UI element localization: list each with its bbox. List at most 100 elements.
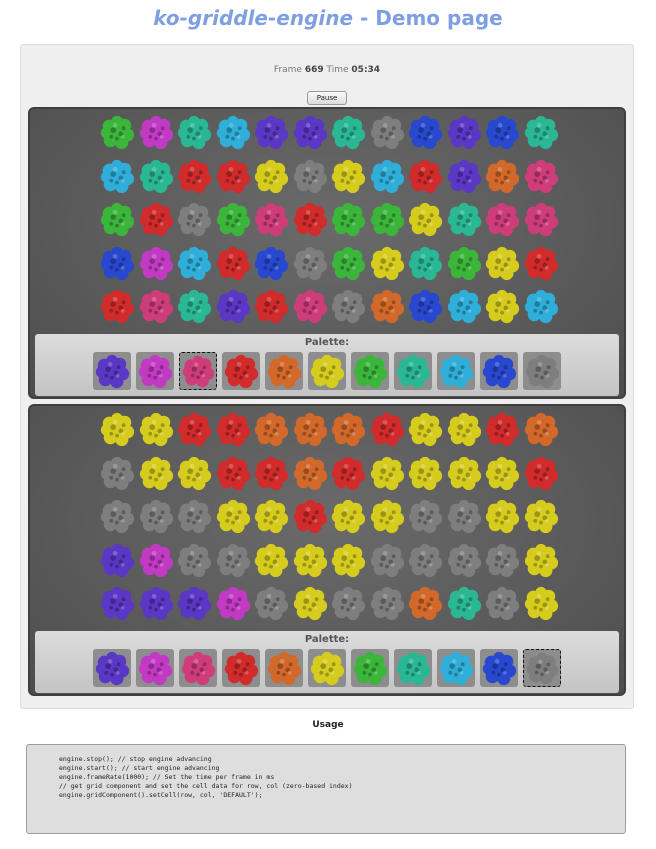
grid-cell-gray[interactable]	[98, 497, 136, 535]
grid-cell-gray[interactable]	[483, 584, 521, 622]
grid-cell-yellow[interactable]	[291, 584, 329, 622]
grid-cell-pink[interactable]	[252, 200, 290, 238]
grid-cell-purple[interactable]	[252, 113, 290, 151]
grid-cell-yellow[interactable]	[445, 454, 483, 492]
grid-cell-teal[interactable]	[175, 113, 213, 151]
palette-swatch-yellow[interactable]	[308, 649, 346, 687]
grid-cell-orange[interactable]	[522, 410, 560, 448]
grid-cell-red[interactable]	[214, 454, 252, 492]
grid-cell-green[interactable]	[368, 200, 406, 238]
grid-cell-teal[interactable]	[137, 157, 175, 195]
grid-cell-gray[interactable]	[291, 157, 329, 195]
palette-swatch-gray[interactable]	[523, 649, 561, 687]
grid-cell-gray[interactable]	[252, 584, 290, 622]
grid-cell-teal[interactable]	[329, 113, 367, 151]
pause-button[interactable]: Pause	[307, 91, 347, 105]
grid-cell-orange[interactable]	[406, 584, 444, 622]
grid-cell-yellow[interactable]	[175, 454, 213, 492]
grid-cell-purple[interactable]	[137, 584, 175, 622]
grid-cell-red[interactable]	[214, 410, 252, 448]
grid-cell-yellow[interactable]	[329, 497, 367, 535]
grid-cell-green[interactable]	[445, 244, 483, 282]
palette-swatch-magenta[interactable]	[136, 649, 174, 687]
grid-cell-cyan[interactable]	[175, 244, 213, 282]
grid-cell-red[interactable]	[368, 410, 406, 448]
grid-cell-yellow[interactable]	[483, 287, 521, 325]
grid-cell-red[interactable]	[291, 200, 329, 238]
grid-cell-yellow[interactable]	[483, 244, 521, 282]
grid-cell-gray[interactable]	[175, 200, 213, 238]
grid-cell-blue[interactable]	[406, 287, 444, 325]
grid-cell-teal[interactable]	[445, 200, 483, 238]
grid-cell-blue[interactable]	[483, 113, 521, 151]
grid-cell-green[interactable]	[98, 113, 136, 151]
grid-cell-green[interactable]	[214, 200, 252, 238]
grid-cell-yellow[interactable]	[214, 497, 252, 535]
grid-cell-green[interactable]	[329, 244, 367, 282]
palette-swatch-yellow[interactable]	[308, 352, 346, 390]
grid-cell-gray[interactable]	[445, 541, 483, 579]
grid-cell-yellow[interactable]	[406, 200, 444, 238]
palette-swatch-green[interactable]	[351, 352, 389, 390]
grid-cell-blue[interactable]	[406, 113, 444, 151]
grid-cell-red[interactable]	[214, 244, 252, 282]
grid-cell-purple[interactable]	[445, 113, 483, 151]
grid-cell-pink[interactable]	[483, 200, 521, 238]
palette-swatch-pink[interactable]	[179, 649, 217, 687]
grid-cell-gray[interactable]	[329, 584, 367, 622]
grid-cell-yellow[interactable]	[522, 584, 560, 622]
palette-swatch-purple[interactable]	[93, 649, 131, 687]
grid-cell-red[interactable]	[483, 410, 521, 448]
grid-cell-pink[interactable]	[137, 287, 175, 325]
grid-cell-gray[interactable]	[175, 497, 213, 535]
grid-cell-gray[interactable]	[368, 584, 406, 622]
grid-cell-gray[interactable]	[137, 497, 175, 535]
palette-swatch-green[interactable]	[351, 649, 389, 687]
grid-cell-teal[interactable]	[175, 287, 213, 325]
grid-cell-red[interactable]	[252, 287, 290, 325]
grid-cell-gray[interactable]	[368, 113, 406, 151]
grid-cell-orange[interactable]	[252, 410, 290, 448]
grid-cell-purple[interactable]	[98, 584, 136, 622]
grid-cell-magenta[interactable]	[137, 244, 175, 282]
palette-swatch-teal[interactable]	[394, 649, 432, 687]
grid-cell-magenta[interactable]	[137, 541, 175, 579]
grid-cell-gray[interactable]	[406, 497, 444, 535]
grid-cell-red[interactable]	[522, 454, 560, 492]
grid-cell-green[interactable]	[98, 200, 136, 238]
grid-cell-orange[interactable]	[291, 410, 329, 448]
grid-cell-cyan[interactable]	[522, 287, 560, 325]
palette-swatch-magenta[interactable]	[136, 352, 174, 390]
palette-swatch-pink[interactable]	[179, 352, 217, 390]
grid-cell-red[interactable]	[406, 157, 444, 195]
grid-cell-cyan[interactable]	[368, 157, 406, 195]
palette-swatch-purple[interactable]	[93, 352, 131, 390]
grid-cell-red[interactable]	[329, 454, 367, 492]
grid-cell-yellow[interactable]	[483, 454, 521, 492]
palette-swatch-teal[interactable]	[394, 352, 432, 390]
grid-cell-yellow[interactable]	[522, 497, 560, 535]
grid-cell-yellow[interactable]	[445, 410, 483, 448]
grid-cell-purple[interactable]	[214, 287, 252, 325]
grid-cell-gray[interactable]	[445, 497, 483, 535]
grid-cell-purple[interactable]	[291, 113, 329, 151]
grid-cell-yellow[interactable]	[98, 410, 136, 448]
grid-cell-red[interactable]	[137, 200, 175, 238]
grid-cell-blue[interactable]	[252, 244, 290, 282]
grid-cell-gray[interactable]	[483, 541, 521, 579]
grid-cell-yellow[interactable]	[368, 244, 406, 282]
palette-swatch-red[interactable]	[222, 352, 260, 390]
grid-cell-red[interactable]	[252, 454, 290, 492]
grid-cell-pink[interactable]	[522, 200, 560, 238]
palette-swatch-gray[interactable]	[523, 352, 561, 390]
grid-cell-magenta[interactable]	[214, 584, 252, 622]
grid-cell-orange[interactable]	[483, 157, 521, 195]
grid-cell-yellow[interactable]	[291, 541, 329, 579]
grid-cell-cyan[interactable]	[214, 113, 252, 151]
grid-cell-orange[interactable]	[291, 454, 329, 492]
grid-cell-gray[interactable]	[291, 244, 329, 282]
grid-cell-red[interactable]	[175, 157, 213, 195]
grid-cell-yellow[interactable]	[329, 157, 367, 195]
grid-cell-yellow[interactable]	[252, 541, 290, 579]
palette-swatch-orange[interactable]	[265, 352, 303, 390]
